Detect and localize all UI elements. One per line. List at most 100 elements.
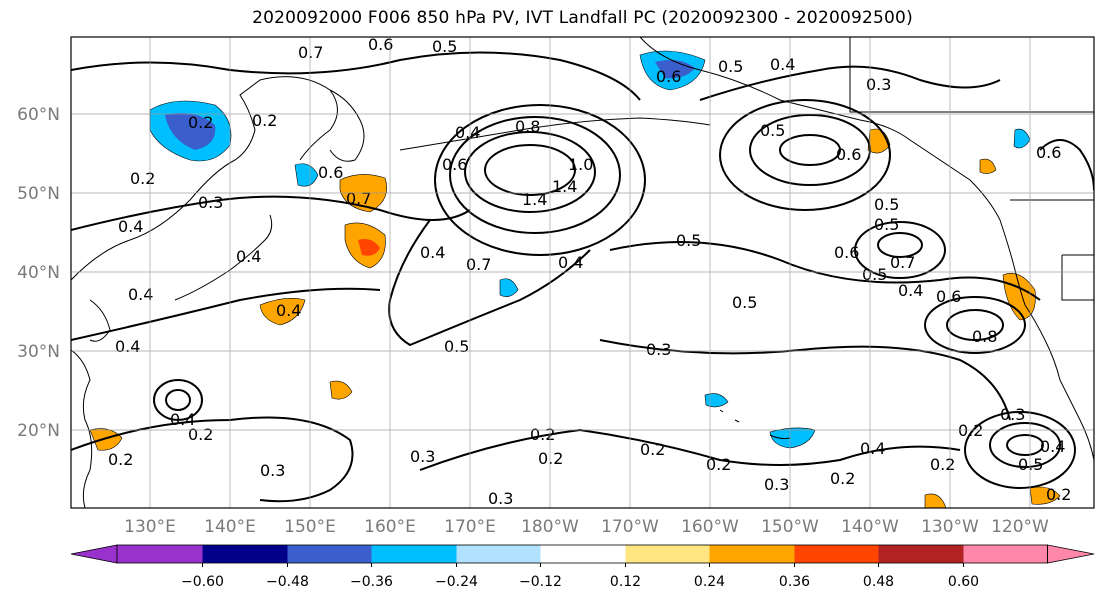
- coast-asia: [71, 76, 338, 281]
- cb-label-neg024: −0.24: [435, 574, 478, 590]
- clab-4: 0.6: [656, 67, 681, 86]
- contour-sw-3: [964, 411, 1076, 489]
- clab-1: 0.7: [298, 43, 323, 62]
- clab-8: 0.2: [252, 111, 277, 130]
- colorbar-seg-2: [202, 545, 288, 563]
- lat-label-30n: 30°N: [17, 342, 60, 362]
- contour-gulf-1: [779, 134, 841, 166]
- clab-32: 0.4: [898, 281, 923, 300]
- contour-band-3: [609, 241, 1041, 301]
- colorbar: [70, 544, 1095, 564]
- contour-pac-1: [877, 232, 923, 258]
- lon-label-120w: 120°W: [991, 517, 1049, 537]
- lon-label-150e: 150°E: [284, 517, 336, 537]
- lon-label-140e: 140°E: [204, 517, 256, 537]
- lon-label-170w: 170°W: [601, 517, 659, 537]
- clab-20: 0.2: [188, 113, 213, 132]
- clab-28: 0.5: [444, 337, 469, 356]
- clab-39: 0.7: [890, 253, 915, 272]
- contour-low-center-3: [449, 116, 621, 234]
- clab-57: 0.4: [170, 410, 195, 429]
- cb-label-pos060: 0.60: [948, 574, 979, 590]
- shade-neg-hawaii: [769, 427, 816, 449]
- clab-16: 1.4: [552, 177, 577, 196]
- clab-10: 0.6: [318, 163, 343, 182]
- clab-49: 0.2: [706, 455, 731, 474]
- clab-50: 0.2: [830, 469, 855, 488]
- clab-21: 0.4: [118, 217, 143, 236]
- colorbar-outline: [116, 544, 1048, 564]
- map-title: 2020092000 F006 850 hPa PV, IVT Landfall…: [252, 8, 913, 28]
- clab-29: 0.5: [676, 231, 701, 250]
- gridlines: [71, 37, 1094, 508]
- shade-pos-sw: [924, 493, 947, 508]
- colorbar-seg-5: [456, 545, 541, 563]
- coast-china: [71, 349, 93, 508]
- colorbar-extend-right: [1047, 544, 1095, 564]
- clab-47: 0.2: [640, 440, 665, 459]
- clab-6: 0.4: [770, 55, 795, 74]
- lat-label-60n: 60°N: [17, 105, 60, 125]
- lon-label-150w: 150°W: [761, 517, 819, 537]
- clab-55: 0.2: [1046, 485, 1071, 504]
- shade-pos-kuril-core: [358, 239, 380, 256]
- colorbar-extend-left: [70, 544, 118, 564]
- coast-hawaii: [719, 409, 791, 440]
- clab-3: 0.5: [432, 37, 457, 56]
- contour-north-1: [71, 51, 641, 101]
- lon-label-130e: 130°E: [124, 517, 176, 537]
- colorbar-seg-1: [117, 545, 203, 563]
- shade-neg-kuril2: [294, 163, 319, 187]
- cb-label-pos012: 0.12: [610, 574, 641, 590]
- clab-22: 0.4: [420, 243, 445, 262]
- colorbar-seg-6: [540, 545, 626, 563]
- shade-neg-kamchatka-core: [165, 112, 216, 150]
- clab-56: 0.4: [1040, 437, 1065, 456]
- contour-pac-2: [854, 221, 946, 279]
- contour-low-trough: [388, 219, 591, 347]
- shade-pos-bc: [979, 158, 997, 174]
- contour-gulf-3: [719, 99, 891, 211]
- clab-42: 0.3: [410, 447, 435, 466]
- coast-na-west: [999, 219, 1094, 461]
- map-background: [71, 37, 1094, 508]
- clab-23: 0.3: [198, 193, 223, 212]
- contour-low-center-1: [484, 144, 576, 196]
- clab-44: 0.2: [530, 425, 555, 444]
- lon-label-160w: 160°W: [681, 517, 739, 537]
- contour-north-2: [699, 65, 1001, 101]
- coast-kamchatka: [329, 89, 365, 162]
- shade-pos-sea: [259, 298, 306, 326]
- clab-27: 0.7: [346, 189, 371, 208]
- colorbar-seg-4: [371, 545, 457, 563]
- clab-33: 0.6: [936, 287, 961, 306]
- contour-cal-2: [924, 296, 1026, 354]
- clab-41: 0.3: [646, 340, 671, 359]
- contour-sw-2: [989, 422, 1061, 468]
- colorbar-seg-11: [963, 545, 1048, 563]
- contour-south-1: [71, 416, 354, 503]
- clab-15: 1.4: [522, 190, 547, 209]
- map-frame: [70, 36, 1095, 509]
- clab-2: 0.6: [368, 35, 393, 54]
- lat-label-20n: 20°N: [17, 421, 60, 441]
- shade-pos-west: [329, 380, 353, 400]
- cb-label-pos036: 0.36: [779, 574, 810, 590]
- coast-japan: [174, 214, 273, 301]
- clab-26: 0.4: [276, 301, 301, 320]
- shade-neg-bering-core: [655, 60, 695, 79]
- pv-shading: [89, 50, 1061, 508]
- clab-51: 0.4: [860, 439, 885, 458]
- coastlines: [71, 37, 1094, 508]
- shade-pos-japan: [89, 428, 123, 451]
- clab-13: 0.8: [515, 117, 540, 136]
- clab-53: 0.2: [930, 455, 955, 474]
- contour-jp-2: [153, 379, 203, 421]
- clab-45: 0.2: [538, 449, 563, 468]
- contour-jp-1: [165, 389, 191, 411]
- clab-25: 0.7: [466, 255, 491, 274]
- coast-alaska: [639, 37, 1001, 221]
- clab-46: 0.3: [260, 461, 285, 480]
- colorbar-seg-8: [709, 545, 795, 563]
